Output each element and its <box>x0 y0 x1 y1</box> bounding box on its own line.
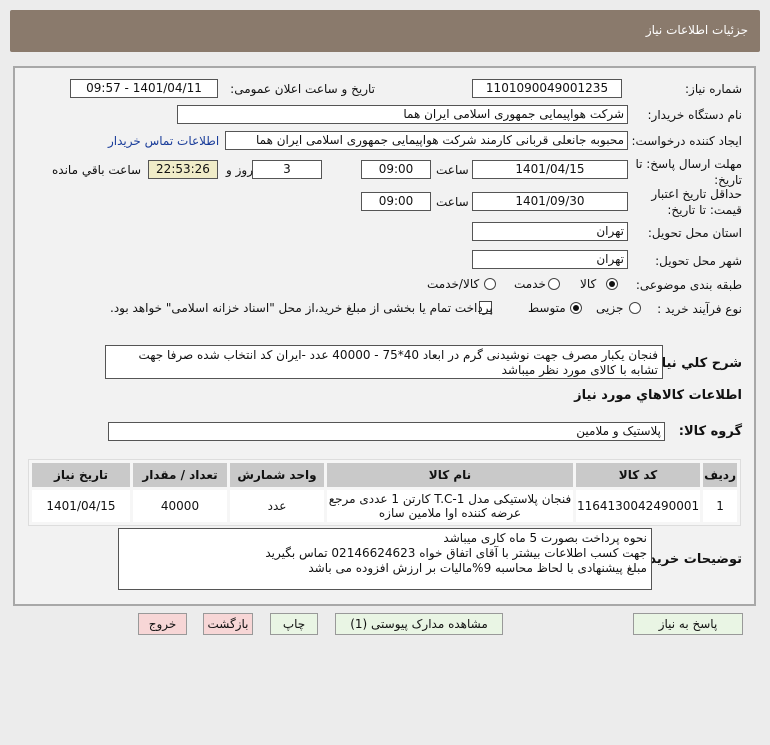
days-label: روز و <box>226 163 253 177</box>
process-option-medium: متوسط <box>528 301 566 315</box>
buyer-org-label: نام دستگاه خریدار: <box>647 108 743 122</box>
summary-field: فنجان یکبار مصرف جهت نوشیدنی گرم در ابعا… <box>105 345 663 379</box>
validity-date-field: 1401/09/30 <box>472 192 628 211</box>
buyer-contact-link[interactable]: اطلاعات تماس خریدار <box>108 134 220 148</box>
announce-field: 1401/04/11 - 09:57 <box>70 79 218 98</box>
buyer-notes-field: نحوه پرداخت بصورت 5 ماه کاری میباشد جهت … <box>118 528 652 590</box>
remaining-label: ساعت باقي مانده <box>52 163 142 177</box>
buyer-org-field: شرکت هواپیمایی جمهوری اسلامی ایران هما <box>177 105 628 124</box>
col-code: کد کالا <box>575 463 701 487</box>
page-header: جزئیات اطلاعات نیاز <box>10 10 760 52</box>
cell-code: 1164130042490001 <box>575 490 701 522</box>
view-attachments-button[interactable]: مشاهده مدارک پیوستی (1) <box>335 613 503 635</box>
col-unit: واحد شمارش <box>230 463 324 487</box>
buyer-note-line: جهت کسب اطلاعات بیشتر با آقای اتفاق خواه… <box>265 546 647 560</box>
treasury-payment-note: پرداخت تمام یا بخشی از مبلغ خرید،از محل … <box>110 301 493 315</box>
category-option-service: خدمت <box>514 277 546 291</box>
creator-label: ایجاد کننده درخواست: <box>631 134 742 148</box>
cell-qty: 40000 <box>133 490 227 522</box>
process-radio-medium[interactable] <box>570 302 582 314</box>
category-option-both: کالا/خدمت <box>427 277 480 291</box>
province-field: تهران <box>472 222 628 241</box>
back-button[interactable]: بازگشت <box>203 613 253 635</box>
need-number-field: 1101090049001235 <box>472 79 622 98</box>
category-radio-service[interactable] <box>548 278 560 290</box>
buyer-note-line: مبلغ پیشنهادی با لحاظ محاسبه 9%مالیات بر… <box>308 561 647 575</box>
remaining-timer: 22:53:26 <box>148 160 218 179</box>
reply-button[interactable]: پاسخ به نیاز <box>633 613 743 635</box>
col-date: تاریخ نیاز <box>32 463 130 487</box>
validity-time-label: ساعت <box>436 195 469 209</box>
deadline-time-field: 09:00 <box>361 160 431 179</box>
table-header: ردیف کد کالا نام کالا واحد شمارش تعداد /… <box>32 463 737 487</box>
deadline-date-field: 1401/04/15 <box>472 160 628 179</box>
cell-unit: عدد <box>230 490 324 522</box>
col-name: نام کالا <box>327 463 573 487</box>
goods-group-field: پلاستیک و ملامین <box>108 422 665 441</box>
cell-date: 1401/04/15 <box>32 490 130 522</box>
buyer-note-line: نحوه پرداخت بصورت 5 ماه کاری میباشد <box>443 531 647 545</box>
goods-group-label: گروه کالا: <box>678 424 742 439</box>
print-button[interactable]: چاپ <box>270 613 318 635</box>
cell-row: 1 <box>703 490 737 522</box>
process-label: نوع فرآیند خرید : <box>657 302 742 316</box>
goods-section-title: اطلاعات کالاهاي مورد نياز <box>574 388 742 403</box>
deadline-time-label: ساعت <box>436 163 469 177</box>
page-title: جزئیات اطلاعات نیاز <box>645 23 748 37</box>
creator-field: محبوبه جانعلی قربانی کارمند شرکت هواپیما… <box>225 131 628 150</box>
process-radio-minor[interactable] <box>629 302 641 314</box>
province-label: استان محل تحویل: <box>647 226 742 240</box>
category-radio-goods[interactable] <box>606 278 618 290</box>
category-label: طبقه بندی موضوعی: <box>635 278 742 292</box>
col-qty: تعداد / مقدار <box>133 463 227 487</box>
buyer-notes-label: توضیحات خریدار: <box>632 552 742 567</box>
cell-name: فنجان پلاستیکی مدل T.C-1 کارتن 1 عددی مر… <box>327 490 573 522</box>
days-field: 3 <box>252 160 322 179</box>
treasury-payment-checkbox[interactable] <box>479 301 492 314</box>
need-number-label: شماره نیاز: <box>685 82 742 96</box>
exit-button[interactable]: خروج <box>138 613 187 635</box>
process-option-minor: جزیی <box>596 301 624 315</box>
col-row: ردیف <box>703 463 737 487</box>
validity-label: حداقل تاریخ اعتبار قیمت: تا تاریخ: <box>651 187 742 217</box>
category-radio-both[interactable] <box>484 278 496 290</box>
table-row: 1 1164130042490001 فنجان پلاستیکی مدل T.… <box>32 490 737 522</box>
summary-label: شرح کلي نياز: <box>648 356 742 371</box>
goods-table: ردیف کد کالا نام کالا واحد شمارش تعداد /… <box>28 459 741 526</box>
announce-label: تاریخ و ساعت اعلان عمومی: <box>230 82 375 96</box>
category-option-goods: کالا <box>580 277 597 291</box>
validity-time-field: 09:00 <box>361 192 431 211</box>
goods-table-wrap: ردیف کد کالا نام کالا واحد شمارش تعداد /… <box>28 459 741 526</box>
city-label: شهر محل تحویل: <box>655 254 742 268</box>
city-field: تهران <box>472 250 628 269</box>
deadline-label: مهلت ارسال پاسخ: تا تاریخ: <box>635 157 742 187</box>
